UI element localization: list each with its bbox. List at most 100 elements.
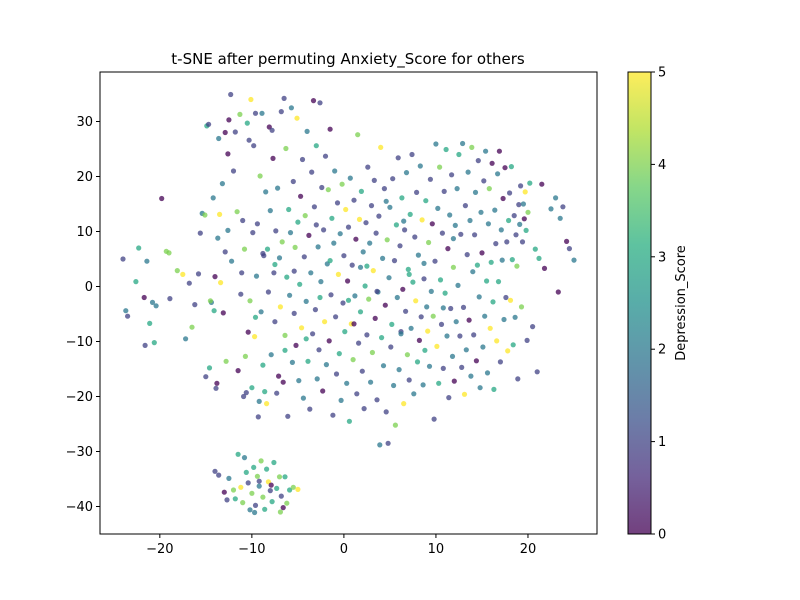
scatter-point (406, 271, 412, 277)
scatter-point (237, 111, 243, 117)
scatter-point (385, 440, 391, 446)
scatter-point (247, 507, 253, 513)
scatter-point (258, 309, 264, 315)
scatter-point (481, 178, 487, 184)
scatter-point (405, 266, 411, 272)
scatter-point (427, 176, 433, 182)
scatter-point (428, 288, 434, 294)
scatter-point (424, 304, 430, 310)
scatter-point (393, 222, 399, 228)
plot-area (100, 72, 597, 534)
scatter-point (346, 418, 352, 424)
scatter-point (218, 280, 224, 286)
scatter-point (493, 241, 499, 247)
scatter-point (314, 376, 320, 382)
scatter-point (320, 388, 326, 394)
scatter-point (257, 173, 263, 179)
scatter-point (389, 321, 395, 327)
scatter-point (307, 406, 313, 412)
scatter-point (433, 141, 439, 147)
scatter-point (496, 148, 502, 154)
scatter-point (296, 378, 302, 384)
scatter-point (441, 188, 447, 194)
scatter-point (453, 319, 459, 325)
scatter-point (252, 502, 259, 508)
scatter-point (525, 209, 531, 215)
scatter-point (245, 329, 251, 335)
scatter-point (499, 257, 505, 263)
scatter-point (338, 397, 344, 403)
scatter-point (341, 253, 347, 259)
scatter-point (235, 451, 241, 457)
scatter-point (401, 401, 407, 407)
scatter-point (530, 324, 536, 330)
scatter-point (347, 175, 353, 181)
scatter-point (373, 230, 379, 236)
scatter-point (241, 246, 248, 252)
scatter-point (508, 164, 514, 170)
scatter-point (276, 474, 283, 480)
scatter-point (166, 250, 172, 256)
scatter-point (440, 305, 446, 311)
scatter-point (469, 144, 475, 150)
scatter-point (391, 258, 398, 264)
scatter-point (317, 294, 323, 301)
scatter-point (447, 212, 453, 218)
scatter-point (386, 275, 392, 281)
colorbar (628, 72, 651, 534)
scatter-point (474, 262, 480, 268)
scatter-point (412, 234, 418, 240)
scatter-point (406, 377, 412, 383)
scatter-point (436, 380, 442, 386)
scatter-point (302, 213, 308, 219)
scatter-point (282, 347, 288, 353)
scatter-point (536, 255, 542, 261)
scatter-point (167, 296, 173, 302)
scatter-point (516, 202, 522, 208)
scatter-point (306, 232, 312, 238)
scatter-point (287, 292, 293, 298)
scatter-point (300, 395, 306, 401)
scatter-point (369, 349, 375, 356)
scatter-point (249, 490, 255, 496)
scatter-point (240, 217, 246, 224)
scatter-point (282, 332, 288, 338)
scatter-point (242, 353, 248, 359)
scatter-point (303, 336, 309, 342)
scatter-point (500, 195, 506, 202)
scatter-point (280, 379, 286, 385)
y-tick-label: 20 (76, 170, 93, 185)
scatter-point (292, 244, 298, 250)
scatter-point (312, 307, 318, 313)
scatter-point (260, 362, 266, 368)
scatter-point (245, 480, 251, 486)
scatter-point (283, 145, 289, 152)
scatter-point (445, 246, 451, 252)
scatter-point (387, 204, 393, 210)
scatter-point (336, 351, 342, 357)
scatter-point (332, 168, 338, 174)
scatter-point (394, 294, 400, 301)
scatter-point (410, 279, 416, 285)
colorbar-tick-label: 5 (658, 66, 666, 81)
scatter-point (444, 333, 450, 339)
scatter-point (258, 458, 264, 464)
scatter-point (226, 117, 232, 123)
scatter-point (462, 203, 468, 209)
scatter-point (421, 276, 427, 282)
scatter-point (216, 472, 222, 478)
scatter-point (349, 262, 355, 268)
scatter-point (534, 369, 540, 375)
scatter-point (274, 485, 280, 491)
scatter-point (151, 340, 157, 346)
scatter-point (446, 395, 452, 401)
scatter-point (260, 250, 266, 257)
scatter-point (557, 215, 563, 221)
scatter-point (267, 208, 273, 214)
scatter-point (125, 313, 131, 319)
x-tick-label: −20 (146, 542, 173, 557)
scatter-point (365, 164, 371, 170)
scatter-point (418, 314, 424, 320)
scatter-point (322, 153, 329, 159)
